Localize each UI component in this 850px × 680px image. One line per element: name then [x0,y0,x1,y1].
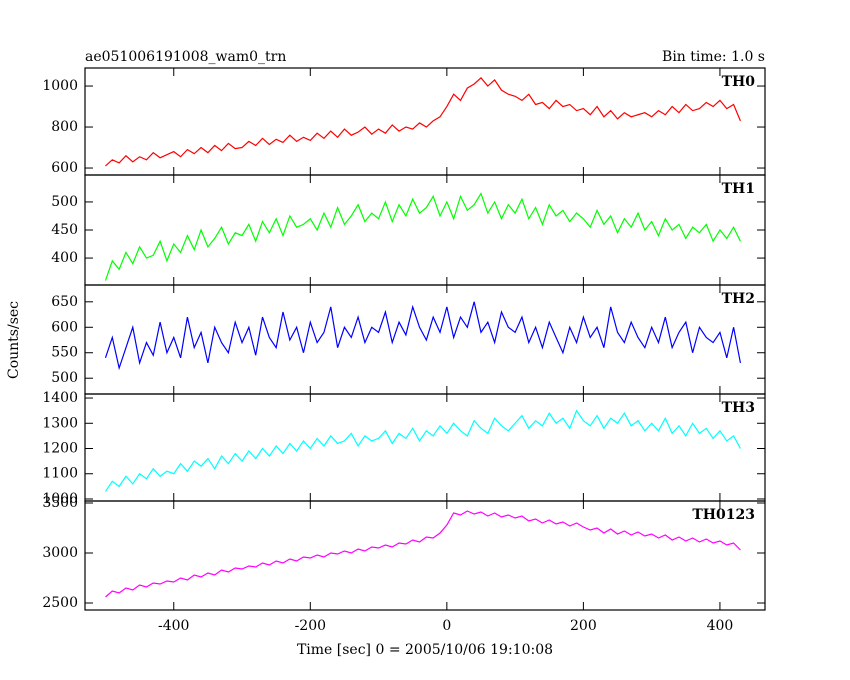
y-tick-label: 1300 [42,415,78,431]
y-tick-label: 450 [51,222,78,238]
series-line [104,301,742,371]
x-tick-label: -200 [295,618,326,634]
panel-label: TH0123 [692,507,755,523]
chart-title: ae051006191008_wam0_trn [85,49,286,65]
y-tick-label: 600 [51,160,78,176]
x-tick-label: -400 [158,618,189,634]
series-line [104,409,741,492]
y-tick-label: 3000 [42,545,78,561]
y-tick-label: 1000 [42,491,78,507]
series-line [105,510,741,598]
y-tick-label: 1100 [42,466,78,482]
y-tick-label: 1400 [42,390,78,406]
panel-label: TH1 [722,181,755,197]
x-tick-label: 200 [570,618,597,634]
chart-subtitle: Bin time: 1.0 s [662,49,765,65]
panel-frame [84,500,766,611]
y-tick-label: 500 [51,194,78,210]
y-tick-label: 800 [51,119,78,135]
y-tick-label: 400 [51,250,78,266]
panel-label: TH0 [722,74,756,90]
series-line [105,76,741,167]
y-tick-label: 650 [51,294,78,310]
y-tick-label: 1200 [42,441,78,457]
y-tick-label: 1000 [42,78,78,94]
x-tick-label: 0 [442,618,451,634]
x-tick-label: 400 [707,618,734,634]
y-tick-label: 600 [51,319,78,335]
y-tick-label: 3500 [42,495,78,511]
series-line [104,192,741,281]
y-axis-label: Counts/sec [6,301,22,379]
y-tick-label: 550 [51,345,78,361]
panel-label: TH3 [722,400,755,416]
y-tick-label: 500 [51,370,78,386]
y-tick-label: 2500 [42,595,78,611]
panel-label: TH2 [722,291,755,307]
x-axis-label: Time [sec] 0 = 2005/10/06 19:10:08 [297,642,553,658]
